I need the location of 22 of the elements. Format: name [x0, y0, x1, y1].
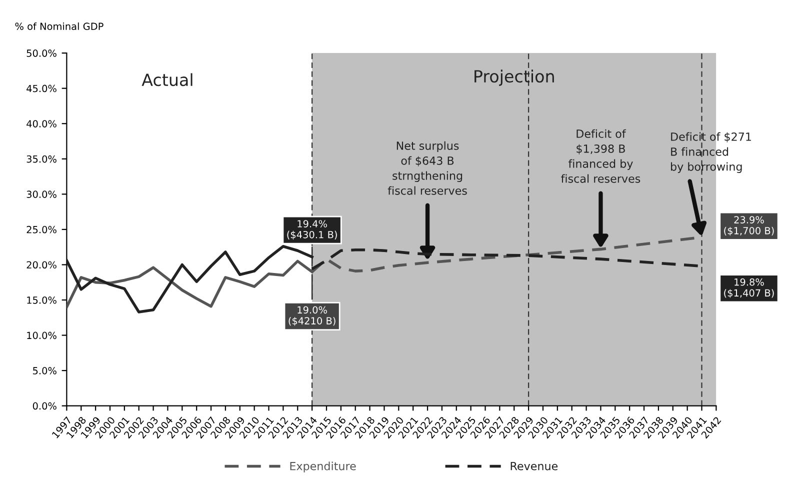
annotation: 19.8% ($1,407 B) — [724, 278, 774, 298]
y-tick-label: 20.0% — [26, 261, 56, 269]
annotation: 19.4% ($430.1 B) — [287, 220, 337, 240]
annotation: 19.0% ($4210 B) — [288, 306, 336, 326]
annotation: Net surplus of $643 B strngthening fiscal reserves — [388, 141, 467, 195]
y-tick-label: 10.0% — [27, 332, 56, 340]
y-axis-title: % of Nominal GDP — [15, 22, 104, 30]
annotation: 23.9% ($1,700 B) — [724, 216, 774, 236]
y-tick-label: 50.0% — [26, 50, 56, 57]
annotation: Deficit of $1,398 B financed by fiscal reserves — [561, 129, 640, 183]
y-tick-label: 5.0% — [33, 367, 56, 374]
band-label: Projection — [474, 70, 554, 86]
y-tick-label: 45.0% — [26, 84, 56, 92]
y-tick-label: 25.0% — [26, 226, 56, 234]
text: Expenditure — [290, 462, 356, 472]
y-tick-label: 35.0% — [26, 155, 56, 163]
y-tick-label: 40.0% — [26, 120, 56, 128]
y-tick-label: 0.0% — [32, 402, 56, 410]
y-tick-label: 30.0% — [26, 190, 56, 198]
annotation: Actual — [142, 73, 192, 86]
text: Revenue — [510, 462, 558, 470]
y-tick-label: 15.0% — [27, 296, 56, 304]
